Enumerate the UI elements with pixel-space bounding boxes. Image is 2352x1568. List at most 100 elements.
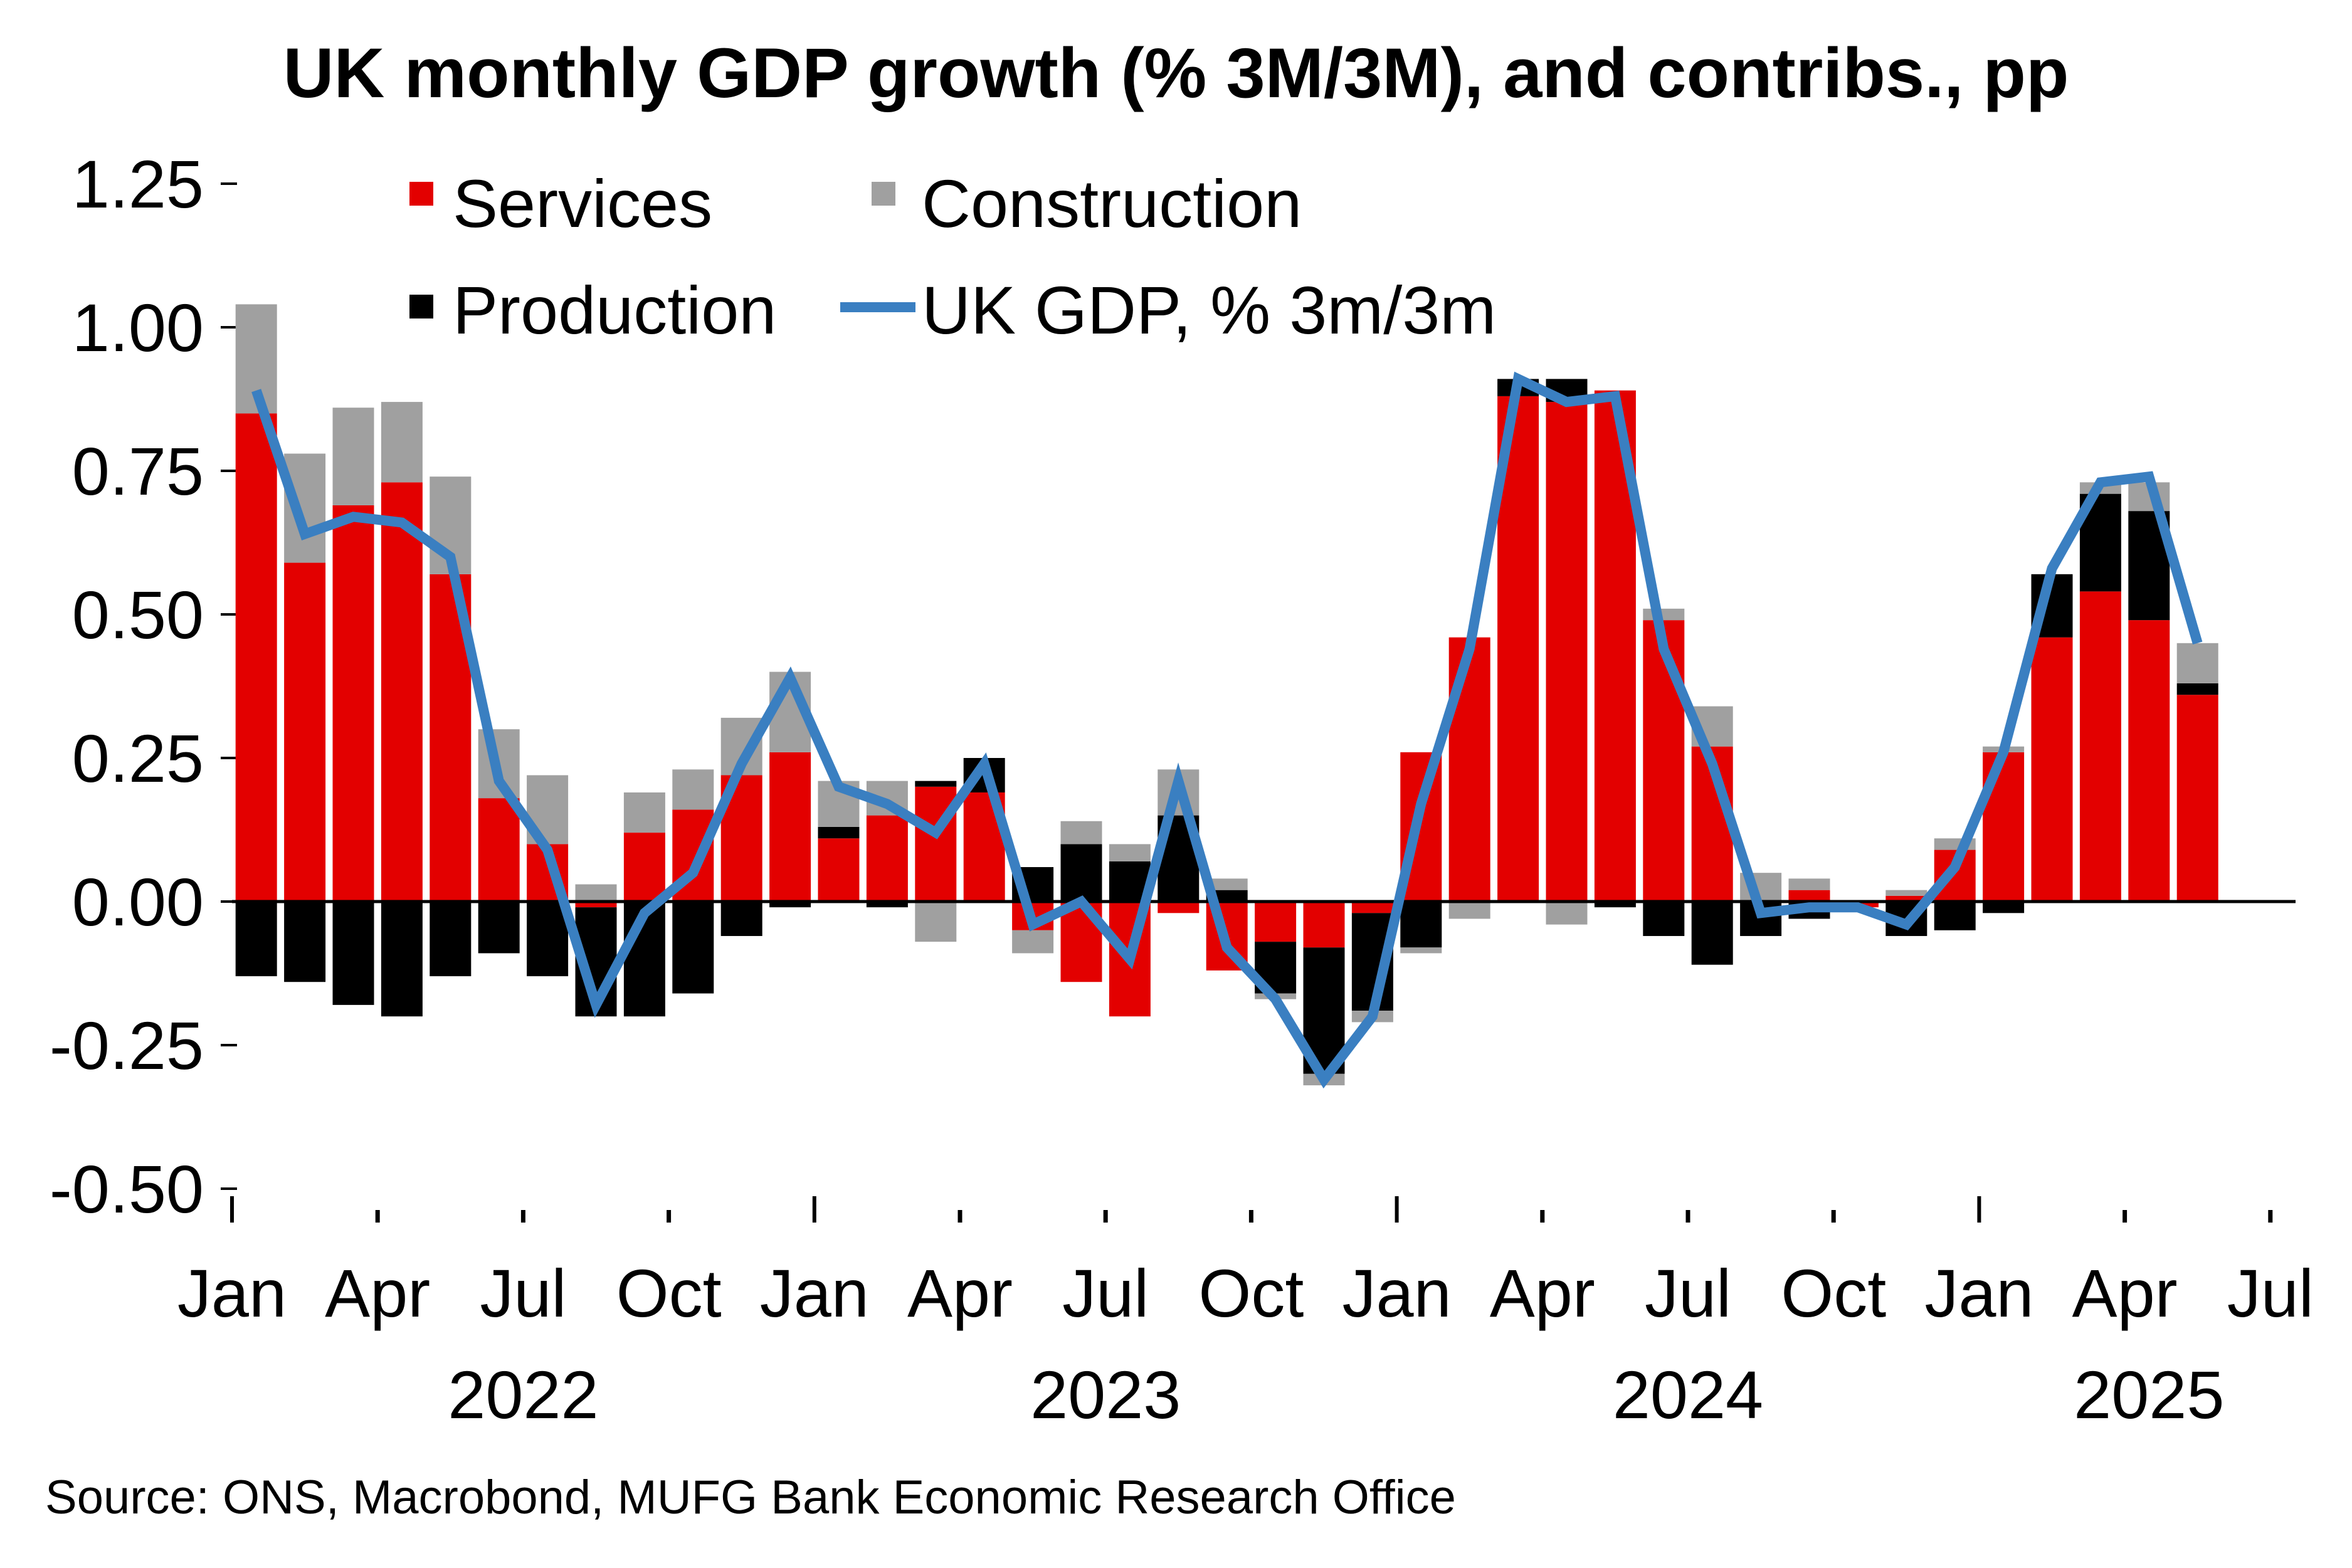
services-bar [2128,620,2170,902]
services-bar [623,833,665,902]
construction-bar [1643,608,1685,621]
x-month-label: Jan [1342,1255,1452,1331]
production-bar [430,902,472,977]
legend-swatch-production [409,295,433,318]
construction-bar [915,902,957,942]
construction-bar [1012,930,1054,954]
y-tick-label: 0.00 [72,864,204,940]
services-bar [1546,402,1588,902]
x-month-label: Oct [1781,1255,1886,1331]
x-month-label: Apr [907,1255,1013,1331]
services-bar [1643,620,1685,902]
x-year-label: 2024 [1613,1357,1763,1433]
production-bar [1594,902,1636,908]
production-bar [527,902,569,977]
production-bar [284,902,326,982]
production-bar [235,902,277,977]
production-bar [1934,902,1976,930]
construction-bar [284,453,326,563]
gdp-line [251,371,2203,1089]
production-bar [1060,844,1102,902]
x-month-label: Apr [1490,1255,1595,1331]
y-tick-label: 1.25 [72,146,204,222]
services-bar [1885,895,1927,902]
construction-bar [575,884,617,902]
services-bar [478,798,520,902]
x-year-label: 2023 [1030,1357,1181,1433]
legend-swatch-services [409,182,433,206]
y-axis: 1.25 1.00 0.75 0.50 0.25 0.00 -0.25 -0.50 [50,146,237,1227]
x-axis: Jan Apr Jul Oct Jan Apr Jul Oct Jan Apr Jul Oct Jan A… [177,1196,2314,1433]
construction-bar [1206,878,1248,890]
x-month-label: Jul [480,1255,566,1331]
production-bar [2176,683,2218,695]
x-month-label: Oct [1198,1255,1304,1331]
production-bar [381,902,423,1017]
production-bar [720,902,762,936]
y-tick-label: 1.00 [72,290,204,366]
x-month-label: Jul [2227,1255,2314,1331]
services-bar [1158,902,1200,913]
x-year-label: 2025 [2074,1357,2224,1433]
services-bar [381,482,423,902]
services-bar [769,752,811,902]
services-bar [332,505,374,902]
legend-swatch-construction [872,182,895,206]
production-bar [332,902,374,1005]
x-month-label: Apr [2072,1255,2178,1331]
legend-label-production: Production [453,272,776,348]
services-bar [1255,902,1297,942]
services-bar [1448,637,1490,902]
services-bar [575,902,617,908]
x-month-label: Jan [760,1255,869,1331]
y-tick-label: -0.25 [50,1008,204,1083]
services-bar [235,413,277,902]
legend-label-services: Services [453,166,712,241]
production-bar [1643,902,1685,936]
construction-bar [381,402,423,483]
bars [235,304,2218,1086]
x-month-label: Apr [325,1255,430,1331]
production-bar [769,902,811,908]
x-year-label: 2022 [448,1357,598,1433]
x-month-label: Jul [1062,1255,1149,1331]
x-month-label: Jul [1645,1255,1731,1331]
construction-bar [1060,821,1102,845]
source-note: Source: ONS, Macrobond, MUFG Bank Econom… [45,1471,1456,1524]
y-tick-label: 0.25 [72,720,204,796]
construction-bar [1546,902,1588,925]
x-month-label: Oct [616,1255,722,1331]
legend-label-gdp: UK GDP, % 3m/3m [922,272,1496,348]
production-bar [1983,902,2025,913]
services-bar [866,815,908,902]
production-bar [818,826,860,839]
y-tick-label: -0.50 [50,1151,204,1227]
legend: Services Construction Production UK GDP,… [409,166,1496,348]
construction-bar [1788,878,1830,890]
production-bar [1691,902,1733,965]
chart-title: UK monthly GDP growth (% 3M/3M), and con… [283,34,2069,112]
production-bar [915,781,957,787]
construction-bar [623,792,665,833]
services-bar [1303,902,1345,948]
production-bar [478,902,520,954]
y-tick-label: 0.50 [72,577,204,653]
services-bar [1788,890,1830,902]
construction-bar [1448,902,1490,919]
production-bar [672,902,714,994]
production-bar [1400,902,1442,948]
x-month-label: Jan [177,1255,287,1331]
x-month-label: Jan [1924,1255,2033,1331]
construction-bar [2176,643,2218,683]
construction-bar [1400,947,1442,954]
construction-bar [1885,890,1927,896]
services-bar [818,838,860,902]
production-bar [866,902,908,908]
construction-bar [1109,844,1151,861]
construction-bar [672,769,714,810]
services-bar [1351,902,1393,913]
services-bar [2176,695,2218,902]
legend-label-construction: Construction [922,166,1302,241]
construction-bar [332,408,374,505]
